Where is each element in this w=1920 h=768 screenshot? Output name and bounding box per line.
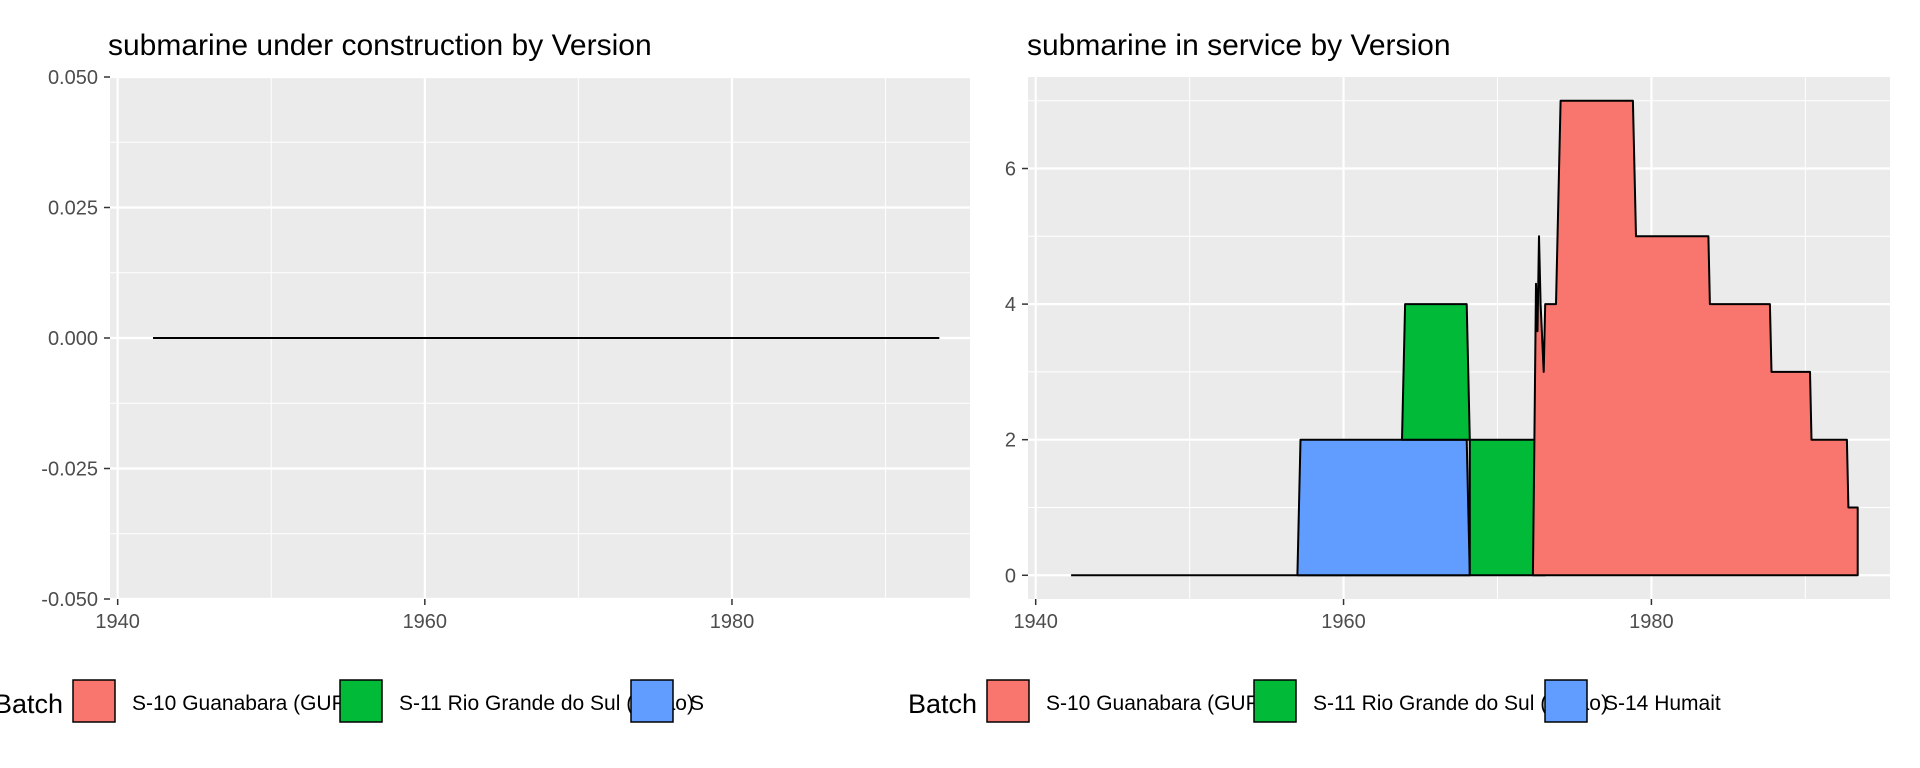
legend-label: S [690,692,704,715]
legend-key [339,679,383,723]
x-tick-label: 1980 [1629,611,1674,633]
x-tick-label: 1960 [403,611,448,633]
y-tick-label: 0 [1005,565,1016,587]
plot-marks [1071,99,1859,577]
legend-label: S-10 Guanabara (GUPPY) [1046,692,1295,715]
y-tick-label: 2 [1005,430,1016,452]
chart-title: submarine under construction by Version [108,29,652,62]
y-tick-label: 0.025 [48,198,98,220]
legend-key [630,679,674,723]
legend-key [72,679,116,723]
area-series [1296,438,1471,577]
area-series [1531,99,1859,577]
panel-under-construction: submarine under construction by Version … [0,29,970,723]
legend-title: Batch [0,689,63,719]
y-tick-label: 0.050 [48,67,98,89]
panel-in-service: submarine in service by Version 0 2 4 6 1940… [908,29,1890,723]
legend-label: S-11 Rio Grande do Sul (Balao) [399,692,694,715]
legend-key [1544,679,1588,723]
y-tick-label: -0.050 [41,589,98,611]
y-tick-label: -0.025 [41,459,98,481]
legend-label: S-10 Guanabara (GUPPY) [132,692,381,715]
legend-label: S-11 Rio Grande do Sul (Balao) [1313,692,1608,715]
legend: Batch S-10 Guanabara (GUPPY) S-11 Rio Gran… [908,679,1721,723]
x-tick-label: 1940 [1013,611,1058,633]
x-tick-label: 1940 [95,611,140,633]
legend-key [986,679,1030,723]
chart-title: submarine in service by Version [1027,29,1451,62]
legend-title: Batch [908,689,977,719]
y-tick-label: 0.000 [48,328,98,350]
y-tick-label: 6 [1005,159,1016,181]
legend-key [1253,679,1297,723]
legend: Batch S-10 Guanabara (GUPPY) S-11 Rio Gran… [0,679,704,723]
y-tick-label: 4 [1005,294,1016,316]
x-tick-label: 1960 [1321,611,1366,633]
x-tick-label: 1980 [710,611,755,633]
legend-label: S-14 Humait [1604,692,1721,715]
